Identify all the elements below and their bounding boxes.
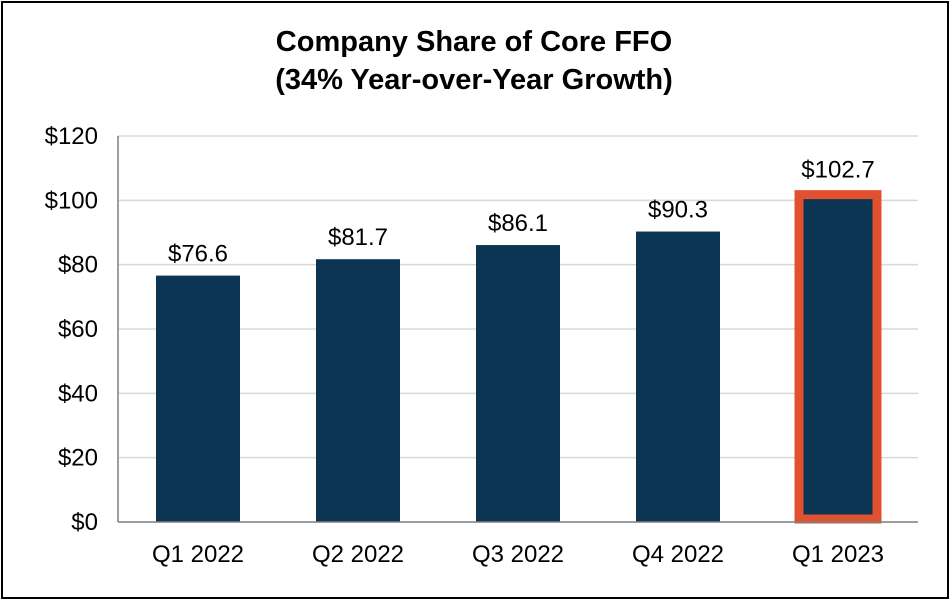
bar xyxy=(316,259,400,522)
bar xyxy=(636,231,720,522)
bar-highlighted xyxy=(794,190,882,524)
bars xyxy=(156,190,882,524)
x-tick-label: Q2 2022 xyxy=(312,541,404,568)
x-axis-tick-labels: Q1 2022 Q2 2022 Q3 2022 Q4 2022 Q1 2023 xyxy=(152,541,884,568)
data-labels: $76.6 $81.7 $86.1 $90.3 $102.7 xyxy=(168,157,875,268)
data-label: $90.3 xyxy=(648,197,708,224)
chart-title: Company Share of Core FFO xyxy=(275,26,673,58)
x-tick-label: Q4 2022 xyxy=(632,541,724,568)
x-tick-label: Q3 2022 xyxy=(472,541,564,568)
y-tick-label: $0 xyxy=(71,509,98,536)
bar xyxy=(156,275,240,522)
y-tick-label: $120 xyxy=(45,123,98,150)
y-axis-tick-labels: $0 $20 $40 $60 $80 $100 $120 xyxy=(45,123,98,536)
x-tick-label: Q1 2023 xyxy=(792,541,884,568)
data-label: $81.7 xyxy=(328,224,388,251)
chart-subtitle: (34% Year-over-Year Growth) xyxy=(275,64,673,96)
y-tick-label: $80 xyxy=(58,252,98,279)
y-tick-label: $60 xyxy=(58,316,98,343)
x-tick-label: Q1 2022 xyxy=(152,541,244,568)
bar xyxy=(476,245,560,523)
y-tick-label: $20 xyxy=(58,445,98,472)
y-tick-label: $100 xyxy=(45,187,98,214)
y-tick-label: $40 xyxy=(58,380,98,407)
data-label: $102.7 xyxy=(801,157,874,184)
data-label: $76.6 xyxy=(168,241,228,268)
data-label: $86.1 xyxy=(488,210,548,237)
